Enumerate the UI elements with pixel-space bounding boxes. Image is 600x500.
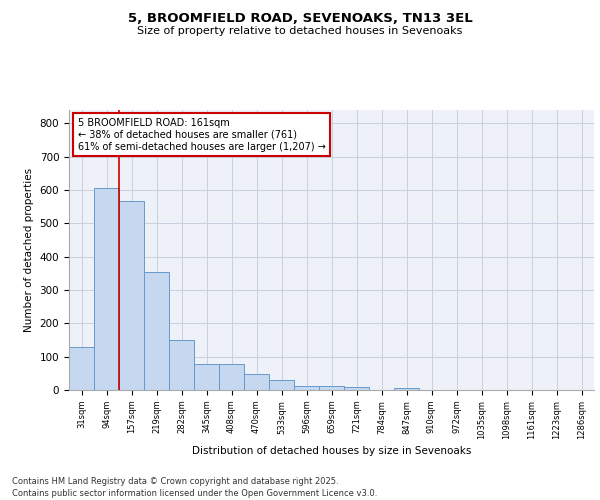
Bar bbox=[194, 364, 219, 390]
Text: Contains HM Land Registry data © Crown copyright and database right 2025.
Contai: Contains HM Land Registry data © Crown c… bbox=[12, 476, 377, 498]
Bar bbox=[394, 388, 419, 390]
Bar bbox=[144, 272, 169, 390]
Bar bbox=[269, 380, 294, 390]
Y-axis label: Number of detached properties: Number of detached properties bbox=[24, 168, 34, 332]
Bar bbox=[244, 374, 269, 390]
Bar bbox=[319, 386, 344, 390]
Bar bbox=[69, 346, 94, 390]
Bar bbox=[344, 388, 369, 390]
Bar bbox=[119, 201, 144, 390]
Bar bbox=[169, 340, 194, 390]
Bar bbox=[219, 364, 244, 390]
Text: Size of property relative to detached houses in Sevenoaks: Size of property relative to detached ho… bbox=[137, 26, 463, 36]
Text: 5, BROOMFIELD ROAD, SEVENOAKS, TN13 3EL: 5, BROOMFIELD ROAD, SEVENOAKS, TN13 3EL bbox=[128, 12, 472, 26]
Text: 5 BROOMFIELD ROAD: 161sqm
← 38% of detached houses are smaller (761)
61% of semi: 5 BROOMFIELD ROAD: 161sqm ← 38% of detac… bbox=[78, 118, 326, 152]
Bar bbox=[94, 188, 119, 390]
X-axis label: Distribution of detached houses by size in Sevenoaks: Distribution of detached houses by size … bbox=[192, 446, 471, 456]
Bar bbox=[294, 386, 319, 390]
